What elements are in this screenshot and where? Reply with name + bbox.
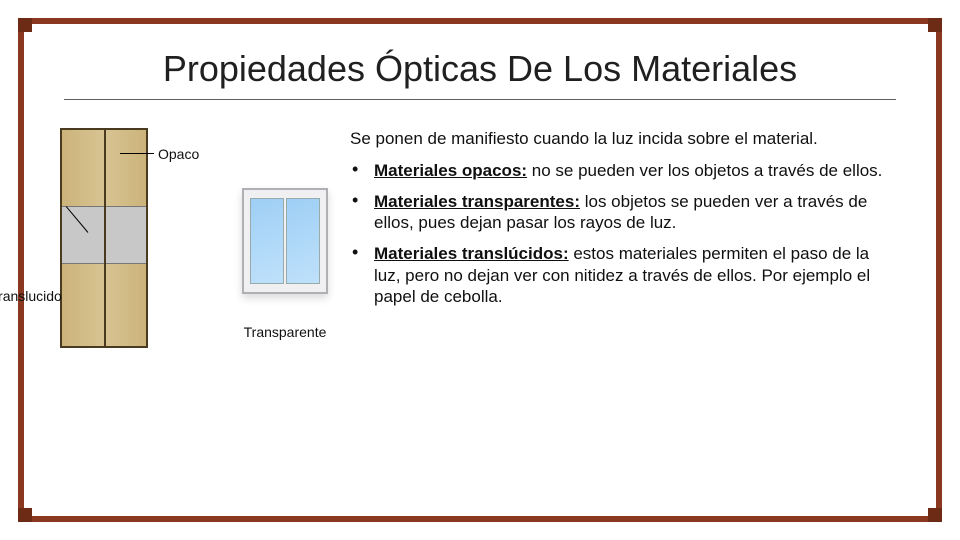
wardrobe-figure: Opaco Translucido <box>60 128 148 348</box>
text-column: Se ponen de manifiesto cuando la luz inc… <box>346 128 900 348</box>
bullet-item: Materiales transparentes: los objetos se… <box>346 187 900 240</box>
bullet-rest: no se pueden ver los objetos a través de… <box>527 161 882 180</box>
intro-text: Se ponen de manifiesto cuando la luz inc… <box>350 128 900 149</box>
bullet-list: Materiales opacos: no se pueden ver los … <box>346 156 900 314</box>
slide: Propiedades Ópticas De Los Materiales Op… <box>0 0 960 540</box>
frame-corner-tl <box>18 18 32 32</box>
slide-title: Propiedades Ópticas De Los Materiales <box>24 24 936 95</box>
bullet-term: Materiales translúcidos: <box>374 244 569 263</box>
bullet-term: Materiales transparentes: <box>374 192 580 211</box>
images-column: Opaco Translucido Transparente <box>60 128 328 348</box>
window-pane-left <box>250 198 284 284</box>
wardrobe-illustration <box>60 128 148 348</box>
frame-corner-bl <box>18 508 32 522</box>
bullet-item: Materiales translúcidos: estos materiale… <box>346 239 900 313</box>
label-transparente: Transparente <box>244 324 327 340</box>
content-row: Opaco Translucido Transparente Se ponen … <box>24 100 936 348</box>
frame-corner-tr <box>928 18 942 32</box>
bullet-item: Materiales opacos: no se pueden ver los … <box>346 156 900 187</box>
bullet-term: Materiales opacos: <box>374 161 527 180</box>
window-illustration <box>242 188 328 294</box>
label-translucido: Translucido <box>0 288 62 304</box>
window-pane-right <box>286 198 320 284</box>
arrow-opaco <box>120 153 154 154</box>
frame-corner-br <box>928 508 942 522</box>
label-opaco: Opaco <box>158 146 199 162</box>
window-figure: Transparente <box>242 188 328 340</box>
slide-frame: Propiedades Ópticas De Los Materiales Op… <box>18 18 942 522</box>
